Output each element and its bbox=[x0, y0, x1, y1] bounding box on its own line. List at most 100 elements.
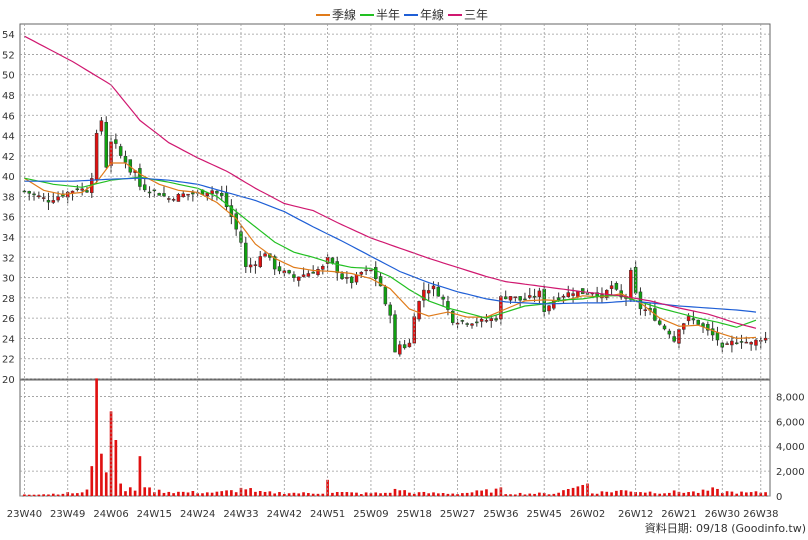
x-tick-label: 26W21 bbox=[661, 509, 696, 520]
volume-bar bbox=[143, 487, 147, 496]
volume-bar bbox=[157, 489, 161, 496]
volume-bar bbox=[201, 493, 204, 496]
candle-body bbox=[263, 253, 267, 257]
volume-bar bbox=[234, 492, 238, 496]
x-tick-label: 23W40 bbox=[7, 509, 42, 520]
volume-bar bbox=[682, 492, 686, 496]
volume-bar bbox=[138, 456, 142, 496]
volume-bar bbox=[432, 492, 435, 496]
legend-item-year: 年線 bbox=[404, 7, 444, 22]
volume-bar bbox=[27, 494, 31, 496]
candle-body bbox=[393, 314, 397, 353]
volume-bar bbox=[51, 493, 55, 496]
volume-bar bbox=[610, 492, 613, 496]
volume-bar bbox=[32, 494, 36, 496]
candle-body bbox=[229, 205, 234, 217]
volume-bar bbox=[311, 493, 315, 496]
candle-body bbox=[349, 276, 354, 284]
price-tick-label: 38 bbox=[2, 192, 15, 203]
volume-bar bbox=[403, 490, 406, 496]
x-gridlines bbox=[24, 24, 762, 496]
volume-bar bbox=[591, 493, 594, 496]
volume-bar bbox=[148, 487, 151, 496]
candle-body bbox=[739, 341, 744, 343]
candle-body bbox=[547, 305, 551, 312]
volume-bar bbox=[489, 492, 493, 496]
candle-body bbox=[123, 155, 128, 163]
candle-body bbox=[56, 196, 60, 201]
x-tick-label: 24W06 bbox=[93, 509, 128, 520]
candle-body bbox=[340, 273, 344, 279]
volume-bar bbox=[475, 490, 479, 496]
candle-body bbox=[94, 133, 99, 180]
volume-bar bbox=[133, 490, 137, 496]
volume-bar bbox=[639, 492, 642, 496]
volume-bar bbox=[562, 490, 565, 496]
candle-body bbox=[451, 310, 455, 323]
candle-body bbox=[118, 146, 123, 156]
price-tick-label: 32 bbox=[2, 253, 15, 264]
candle-body bbox=[686, 316, 691, 322]
volume-bar bbox=[725, 491, 729, 496]
volume-bar bbox=[167, 491, 171, 496]
price-tick-label: 48 bbox=[2, 91, 15, 102]
candle-body bbox=[22, 190, 27, 193]
volume-bar bbox=[85, 489, 89, 496]
candle-body bbox=[489, 318, 494, 322]
candle-body bbox=[253, 264, 258, 266]
volume-bar bbox=[701, 489, 705, 496]
x-tick-label: 25W45 bbox=[527, 509, 562, 520]
candle-body bbox=[85, 190, 89, 193]
volume-bar bbox=[687, 492, 690, 496]
candle-body bbox=[532, 295, 537, 298]
volume-bar bbox=[547, 494, 551, 496]
volume-bar bbox=[624, 490, 628, 496]
volume-bar bbox=[302, 492, 305, 496]
candle-body bbox=[431, 285, 436, 290]
x-tick-label: 26W30 bbox=[705, 509, 740, 520]
volume-panel: 0 2,000 4,000 6,000 8,000 bbox=[19, 378, 805, 503]
price-tick-label: 20 bbox=[2, 375, 15, 386]
volume-bar bbox=[658, 493, 662, 496]
footer-source: 資料日期: 09/18 (Goodinfo.tw) bbox=[645, 521, 806, 535]
candle-body bbox=[99, 120, 104, 132]
price-tick-label: 42 bbox=[2, 152, 15, 163]
candle-body bbox=[436, 286, 441, 297]
candle-body bbox=[359, 271, 364, 275]
ma-line bbox=[24, 177, 757, 313]
candle-body bbox=[234, 213, 238, 230]
volume-bar bbox=[759, 492, 763, 496]
candle-body bbox=[398, 344, 402, 355]
volume-bar bbox=[359, 494, 363, 496]
candle-body bbox=[306, 273, 311, 277]
x-tick-label: 25W18 bbox=[397, 509, 432, 520]
volume-bar bbox=[552, 493, 556, 496]
volume-bar bbox=[566, 489, 570, 496]
candle-body bbox=[215, 190, 219, 194]
candle-body bbox=[114, 139, 118, 144]
volume-bar bbox=[581, 484, 585, 496]
volume-bar bbox=[177, 491, 180, 496]
price-tick-label: 22 bbox=[2, 355, 15, 366]
candle-body bbox=[51, 200, 56, 203]
candle-body bbox=[528, 295, 532, 298]
candle-body bbox=[37, 195, 41, 198]
price-tick-label: 52 bbox=[2, 50, 15, 61]
legend-item-3year: 三年 bbox=[448, 8, 488, 22]
volume-bar bbox=[249, 488, 252, 496]
volume-bar bbox=[412, 493, 416, 496]
x-tick-label: 24W24 bbox=[180, 509, 215, 520]
volume-bar bbox=[465, 492, 469, 496]
volume-bar bbox=[451, 493, 455, 496]
candle-body bbox=[576, 291, 580, 297]
candle-body bbox=[277, 266, 282, 272]
volume-bar bbox=[335, 492, 339, 496]
price-tick-label: 36 bbox=[2, 213, 15, 224]
volume-bar bbox=[692, 491, 695, 496]
volume-bar bbox=[355, 492, 358, 496]
candle-body bbox=[470, 323, 474, 326]
candle-body bbox=[523, 298, 527, 301]
x-tick-label: 25W27 bbox=[440, 509, 475, 520]
volume-bar bbox=[533, 493, 536, 496]
volume-bar bbox=[408, 492, 411, 496]
